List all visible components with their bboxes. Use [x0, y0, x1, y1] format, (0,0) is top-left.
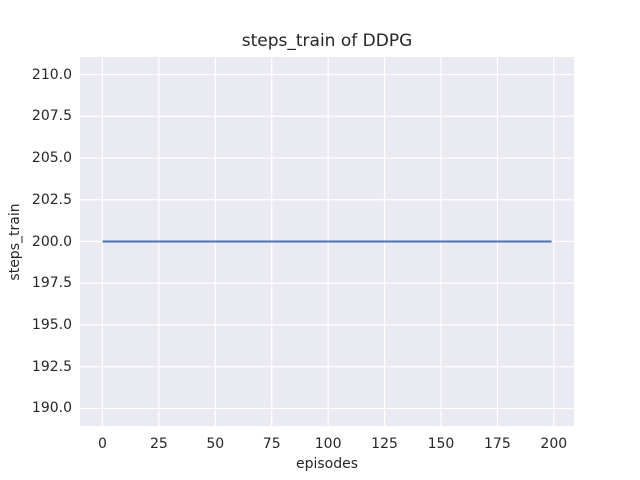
y-tick-label: 192.5 — [31, 358, 72, 375]
x-tick-label: 150 — [427, 436, 455, 452]
y-tick-label: 205.0 — [31, 150, 72, 167]
x-tick-label: 50 — [206, 436, 225, 452]
x-tick-label: 200 — [540, 436, 568, 452]
x-axis-label: episodes — [295, 456, 359, 472]
plot-area — [80, 57, 574, 426]
y-tick-label: 197.5 — [31, 275, 72, 292]
y-tick-label: 195.0 — [31, 316, 72, 333]
x-tick-label: 75 — [262, 436, 281, 452]
y-tick-label: 190.0 — [31, 400, 72, 417]
chart-title: steps_train of DDPG — [241, 31, 413, 51]
x-tick-label: 25 — [149, 436, 168, 452]
y-tick-label: 202.5 — [31, 191, 72, 208]
x-tick-label: 175 — [484, 436, 511, 452]
x-tick-label: 125 — [371, 436, 398, 452]
x-tick-label: 0 — [97, 436, 107, 452]
y-tick-label: 210.0 — [31, 66, 72, 83]
y-tick-label: 200.0 — [31, 233, 72, 250]
plot-canvas — [80, 57, 574, 426]
y-tick-label: 207.5 — [31, 108, 72, 125]
x-tick-label: 100 — [314, 436, 342, 452]
